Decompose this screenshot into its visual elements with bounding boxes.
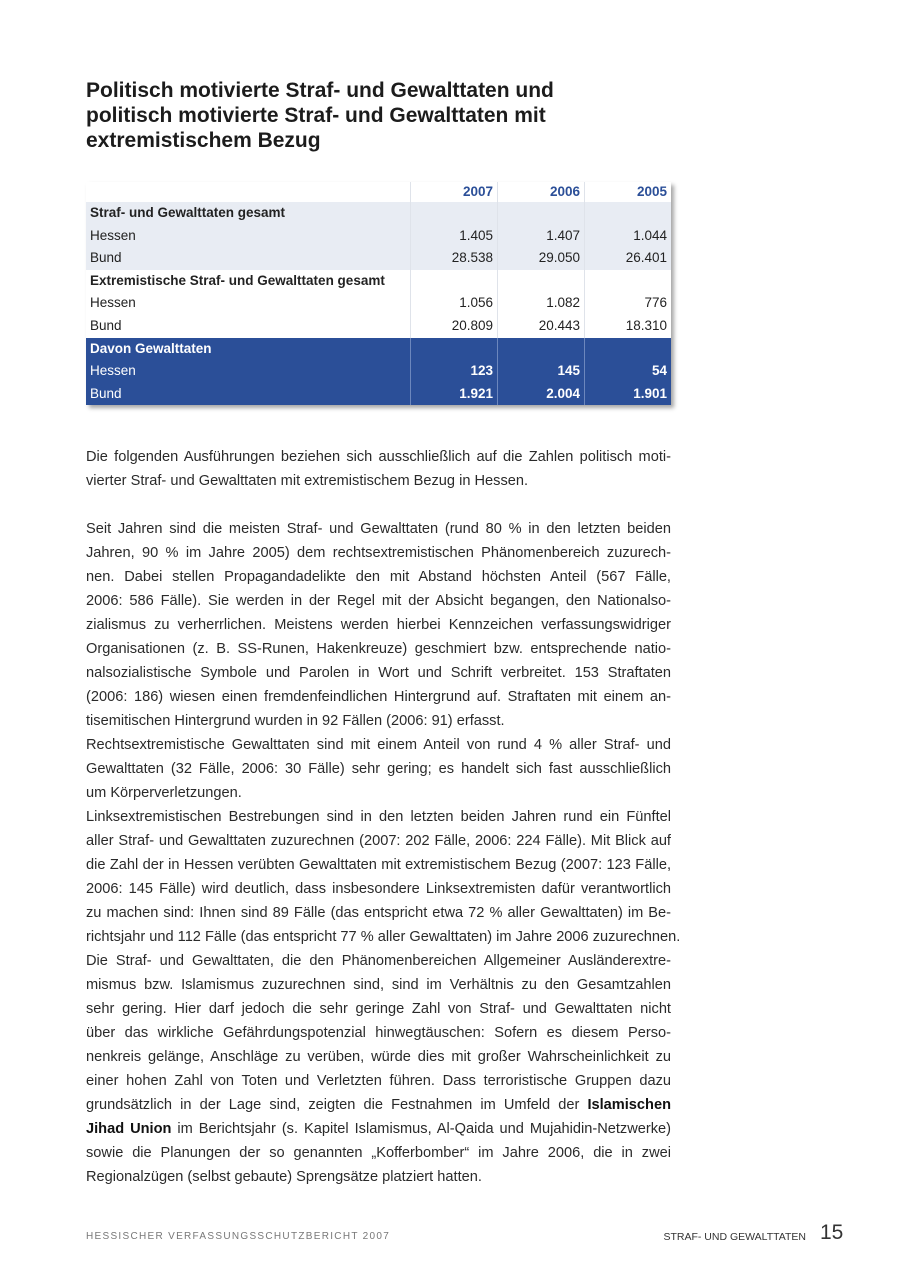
text-line: grundsätzlich in der Lage sind, zeigten …	[86, 1093, 671, 1117]
footer-publication: HESSISCHER VERFASSUNGSSCHUTZBERICHT 2007	[86, 1231, 391, 1242]
cell-value: 29.050	[497, 247, 585, 270]
table-section-row: Davon Gewalttaten	[86, 337, 671, 361]
text-line: Jihad Union im Berichtsjahr (s. Kapitel …	[86, 1117, 671, 1141]
cell-value: 1.056	[410, 292, 498, 315]
column-header: 2006	[497, 182, 585, 202]
section-heading: Davon Gewalttaten	[86, 337, 411, 361]
footer-section: STRAF- UND GEWALTTATEN	[663, 1231, 806, 1243]
text-line: (2006: 186) wiesen einen fremdenfeindlic…	[86, 689, 671, 705]
table-row: Bund 1.921 2.004 1.901	[86, 382, 671, 406]
statistics-table: 2007 2006 2005 Straf- und Gewalttaten ge…	[86, 182, 671, 406]
text-line: sehr gering. Hier darf jedoch die sehr g…	[86, 1001, 671, 1017]
cell-value: 20.443	[497, 314, 585, 338]
text-line: nalsozialistische Symbole und Parolen in…	[86, 665, 671, 681]
cell-value: 1.044	[584, 224, 671, 248]
text-line: Gewalttaten (32 Fälle, 2006: 30 Fälle) s…	[86, 761, 671, 777]
cell-value: 1.405	[410, 224, 498, 248]
text-line: Seit Jahren sind die meisten Straf- und …	[86, 521, 671, 537]
emphasized-term: Islamischen	[587, 1097, 671, 1113]
text-line: Die Straf- und Gewalttaten, die den Phän…	[86, 953, 671, 969]
text-line: richtsjahr und 112 Fälle (das entspricht…	[86, 929, 681, 945]
table-section-row: Straf- und Gewalttaten gesamt	[86, 202, 671, 225]
page-title: Politisch motivierte Straf- und Gewaltta…	[86, 79, 554, 152]
row-label: Hessen	[86, 360, 411, 383]
table-section-row: Extremistische Straf- und Gewalttaten ge…	[86, 269, 671, 293]
row-label: Hessen	[86, 292, 411, 315]
table-row: Bund 20.809 20.443 18.310	[86, 314, 671, 338]
row-label: Bund	[86, 382, 411, 406]
text-line: Die folgenden Ausführungen beziehen sich…	[86, 449, 671, 465]
table-row: Hessen 1.405 1.407 1.044	[86, 224, 671, 248]
cell-value: 2.004	[497, 382, 585, 406]
text-line: vierter Straf- und Gewalttaten mit extre…	[86, 473, 529, 489]
cell-value: 1.407	[497, 224, 585, 248]
text-segment: grundsätzlich in der Lage sind, zeigten …	[86, 1097, 588, 1113]
page-number: 15	[820, 1221, 844, 1244]
cell-value: 20.809	[410, 314, 498, 338]
cell-value: 1.082	[497, 292, 585, 315]
cell-value: 28.538	[410, 247, 498, 270]
text-line: nenkreis gelänge, Anschläge zu verüben, …	[86, 1049, 671, 1065]
section-heading: Straf- und Gewalttaten gesamt	[86, 202, 411, 225]
header-blank	[86, 182, 411, 202]
row-label: Bund	[86, 314, 411, 338]
text-line: Regionalzügen (selbst gebaute) Sprengsät…	[86, 1169, 482, 1185]
text-line: die Zahl der in Hessen verübten Gewaltta…	[86, 857, 671, 873]
text-line: Organisationen (z. B. SS-Runen, Hakenkre…	[86, 641, 671, 657]
emphasized-term: Jihad Union	[86, 1121, 172, 1137]
body-text: Die folgenden Ausführungen beziehen sich…	[86, 445, 681, 1189]
text-line: um Körperverletzungen.	[86, 785, 242, 801]
text-line: Jahren, 90 % im Jahre 2005) dem rechtsex…	[86, 545, 671, 561]
cell-value: 776	[584, 292, 671, 315]
text-line: mismus bzw. Islamismus zuzurechnen sind,…	[86, 977, 671, 993]
cell-value: 1.901	[584, 382, 671, 406]
column-header: 2005	[584, 182, 671, 202]
text-line: 2006: 145 Fälle) wird deutlich, dass ins…	[86, 881, 671, 897]
cell-value: 1.921	[410, 382, 498, 406]
cell-value: 54	[584, 360, 671, 383]
text-line: über das wirkliche Gefährdungspotenzial …	[86, 1025, 671, 1041]
row-label: Bund	[86, 247, 411, 270]
table-row: Hessen 123 145 54	[86, 360, 671, 383]
section-heading: Extremistische Straf- und Gewalttaten ge…	[86, 269, 411, 293]
cell-value: 145	[497, 360, 585, 383]
text-line: sowie die Planungen der so genannten „Ko…	[86, 1145, 671, 1161]
table-row: Bund 28.538 29.050 26.401	[86, 247, 671, 270]
text-segment: im Berichtsjahr (s. Kapitel Islamismus, …	[171, 1121, 671, 1137]
text-line: nen. Dabei stellen Propagandadelikte den…	[86, 569, 671, 585]
cell-value: 123	[410, 360, 498, 383]
cell-value: 26.401	[584, 247, 671, 270]
text-line: zu machen sind: Ihnen sind 89 Fälle (das…	[86, 905, 671, 921]
table-row: Hessen 1.056 1.082 776	[86, 292, 671, 315]
column-header: 2007	[410, 182, 498, 202]
text-line: 2006: 586 Fälle). Sie werden in der Rege…	[86, 593, 671, 609]
text-line: tisemitischen Hintergrund wurden in 92 F…	[86, 713, 505, 729]
row-label: Hessen	[86, 224, 411, 248]
text-line: aller Straf- und Gewalttaten zuzurechnen…	[86, 833, 671, 849]
text-line: Linksextremistischen Bestrebungen sind i…	[86, 809, 671, 825]
text-line: Rechtsextremistische Gewalttaten sind mi…	[86, 737, 671, 753]
text-line: zialismus zu verherrlichen. Meistens wer…	[86, 617, 671, 633]
cell-value: 18.310	[584, 314, 671, 338]
text-line: einer hohen Zahl von Toten und Verletzte…	[86, 1073, 671, 1089]
table-header-row: 2007 2006 2005	[86, 182, 671, 202]
